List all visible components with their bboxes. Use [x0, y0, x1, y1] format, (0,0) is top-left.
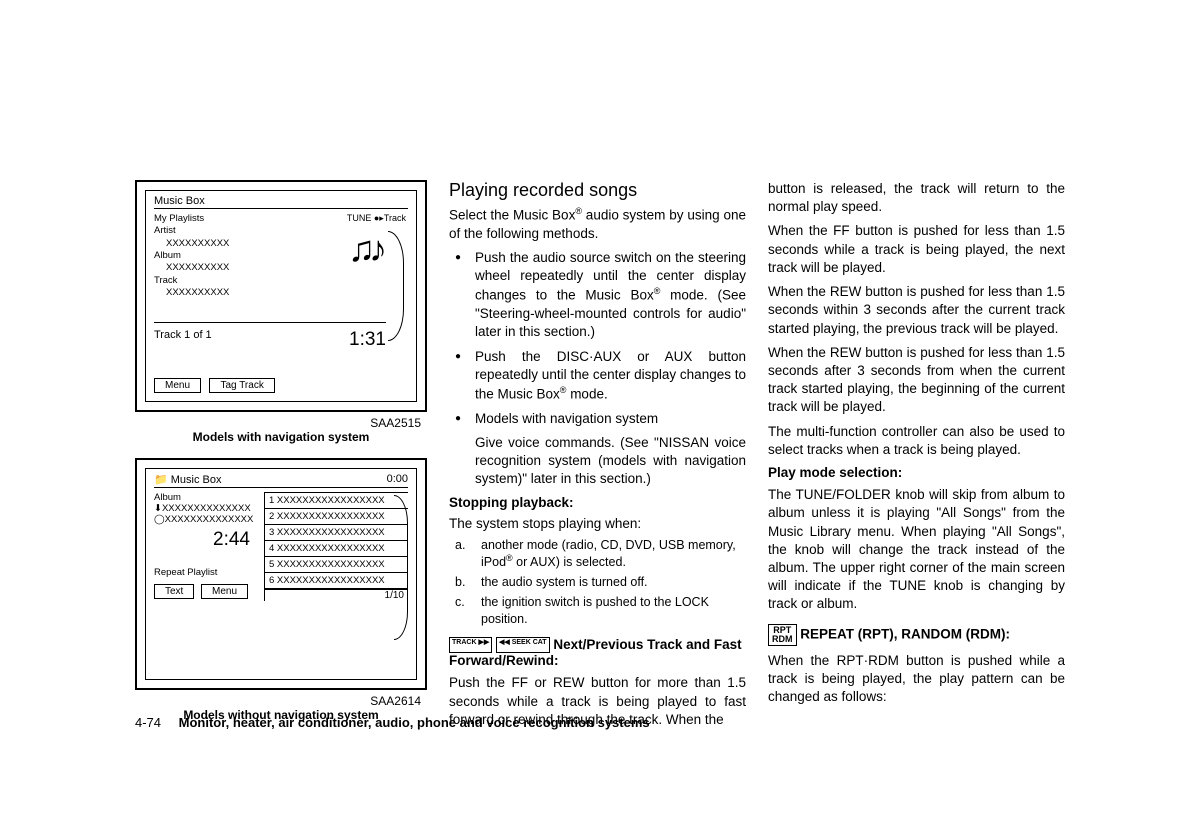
reg-icon: ®	[506, 553, 513, 563]
t: or AUX) is selected.	[513, 555, 626, 569]
track-count: 1/10	[265, 589, 408, 601]
heading-playing: Playing recorded songs	[449, 180, 746, 201]
repeat-text: When the RPT·RDM button is pushed while …	[768, 652, 1065, 707]
d2-btns: Text Menu	[154, 584, 260, 599]
list-item: Models with navigation system	[449, 410, 746, 428]
stopping-intro: The system stops playing when:	[449, 516, 746, 531]
list-item: a.another mode (radio, CD, DVD, USB memo…	[449, 537, 746, 571]
p: When the REW button is pushed for less t…	[768, 283, 1065, 338]
mb1-tune: TUNE ●▸Track	[347, 213, 406, 224]
d2-time: 2:44	[154, 529, 260, 551]
list-item: Push the audio source switch on the stee…	[449, 249, 746, 342]
display1-caption: Models with navigation system	[135, 430, 427, 444]
menu-button[interactable]: Menu	[154, 378, 201, 393]
folder-icon: 📁	[154, 474, 168, 486]
track-row: 5 XXXXXXXXXXXXXXXXX	[265, 557, 408, 573]
music-notes-icon: ♫♪	[348, 231, 381, 267]
p: When the FF button is pushed for less th…	[768, 222, 1065, 277]
d2-body: Album ⬇XXXXXXXXXXXXXX ◯XXXXXXXXXXXXXX 2:…	[154, 492, 408, 601]
d2-album-line: ◯XXXXXXXXXXXXXX	[154, 514, 260, 525]
t: the ignition switch is pushed to the LOC…	[481, 595, 709, 625]
display1-code: SAA2515	[135, 416, 427, 430]
track-fwd-icon: TRACK ▶▶	[449, 637, 492, 653]
stop-list: a.another mode (radio, CD, DVD, USB memo…	[449, 537, 746, 627]
t: the audio system is turned off.	[481, 575, 648, 589]
text-columns: Playing recorded songs Select the Music …	[449, 180, 1065, 736]
t: REPEAT (RPT), RANDOM (RDM):	[800, 626, 1010, 641]
d2-clock: 0:00	[387, 473, 408, 486]
display-nav-inner: Music Box TUNE ●▸Track My Playlists Arti…	[145, 190, 417, 402]
page-footer: 4-74 Monitor, heater, air conditioner, a…	[135, 715, 650, 730]
t: Next/Previous Track and Fast Forward/Rew…	[449, 637, 742, 668]
mb1-trackline: Track 1 of 1 1:31	[154, 322, 386, 351]
display-nonav-inner: 📁 Music Box 0:00 Album ⬇XXXXXXXXXXXXXX ◯…	[145, 468, 417, 680]
seek-rew-icon: ◀◀ SEEK CAT	[496, 637, 550, 653]
track-row: 3 XXXXXXXXXXXXXXXXX	[265, 525, 408, 541]
t: Select the Music Box	[449, 208, 575, 223]
intro-text: Select the Music Box® audio system by us…	[449, 205, 746, 243]
mb1-title: Music Box	[154, 195, 408, 209]
repeat-heading: RPTRDM REPEAT (RPT), RANDOM (RDM):	[768, 624, 1065, 646]
column-middle: Playing recorded songs Select the Music …	[449, 180, 746, 736]
p: button is released, the track will retur…	[768, 180, 1065, 216]
tag-track-button[interactable]: Tag Track	[209, 378, 274, 393]
sub-text: Give voice commands. (See "NISSAN voice …	[449, 434, 746, 489]
column-right: button is released, the track will retur…	[768, 180, 1065, 736]
t: Models with navigation system	[475, 411, 658, 426]
d2-left: Album ⬇XXXXXXXXXXXXXX ◯XXXXXXXXXXXXXX 2:…	[154, 492, 264, 601]
play-mode-text: The TUNE/FOLDER knob will skip from albu…	[768, 486, 1065, 614]
reg-icon: ®	[575, 206, 582, 216]
track-row: 2 XXXXXXXXXXXXXXXXX	[265, 509, 408, 525]
d2-arc	[394, 495, 408, 640]
d2-title-text: Music Box	[171, 474, 222, 486]
track-row: 1 XXXXXXXXXXXXXXXXX	[265, 492, 408, 509]
method-list: Push the audio source switch on the stee…	[449, 249, 746, 428]
mb1-time: 1:31	[349, 329, 386, 351]
mb1-line: XXXXXXXXXX	[154, 287, 408, 299]
page-number: 4-74	[135, 715, 161, 730]
mb1-track-label: Track 1 of 1	[154, 329, 212, 351]
d2-title: 📁 Music Box	[154, 473, 222, 486]
p: The multi-function controller can also b…	[768, 423, 1065, 459]
list-item: Push the DISC·AUX or AUX button repeated…	[449, 348, 746, 404]
t: mode.	[566, 386, 607, 401]
left-column: Music Box TUNE ●▸Track My Playlists Arti…	[135, 180, 427, 736]
play-mode-heading: Play mode selection:	[768, 465, 1065, 480]
footer-title: Monitor, heater, air conditioner, audio,…	[179, 715, 650, 730]
p: When the REW button is pushed for less t…	[768, 344, 1065, 417]
next-prev-heading: TRACK ▶▶ ◀◀ SEEK CAT Next/Previous Track…	[449, 637, 746, 668]
mb1-arc	[388, 231, 404, 341]
menu-button[interactable]: Menu	[201, 584, 248, 599]
d2-tracklist: 1 XXXXXXXXXXXXXXXXX 2 XXXXXXXXXXXXXXXXX …	[264, 492, 408, 601]
rpt-rdm-icon: RPTRDM	[768, 624, 797, 646]
d2-header: 📁 Music Box 0:00	[154, 473, 408, 488]
mb1-line: Track	[154, 275, 408, 287]
t: Push the DISC·AUX or AUX button repeated…	[475, 349, 746, 402]
display-nav-frame: Music Box TUNE ●▸Track My Playlists Arti…	[135, 180, 427, 412]
list-item: b.the audio system is turned off.	[449, 574, 746, 590]
mb1-buttons: Menu Tag Track	[154, 375, 279, 393]
d2-album-label: Album	[154, 492, 260, 503]
stopping-heading: Stopping playback:	[449, 495, 746, 510]
track-row: 4 XXXXXXXXXXXXXXXXX	[265, 541, 408, 557]
display-nonav-frame: 📁 Music Box 0:00 Album ⬇XXXXXXXXXXXXXX ◯…	[135, 458, 427, 690]
list-item: c.the ignition switch is pushed to the L…	[449, 594, 746, 627]
track-row: 6 XXXXXXXXXXXXXXXXX	[265, 573, 408, 589]
display2-code: SAA2614	[135, 694, 427, 708]
d2-repeat: Repeat Playlist	[154, 567, 260, 578]
d2-album-line: ⬇XXXXXXXXXXXXXX	[154, 503, 260, 514]
text-button[interactable]: Text	[154, 584, 194, 599]
page-content: Music Box TUNE ●▸Track My Playlists Arti…	[135, 180, 1065, 736]
